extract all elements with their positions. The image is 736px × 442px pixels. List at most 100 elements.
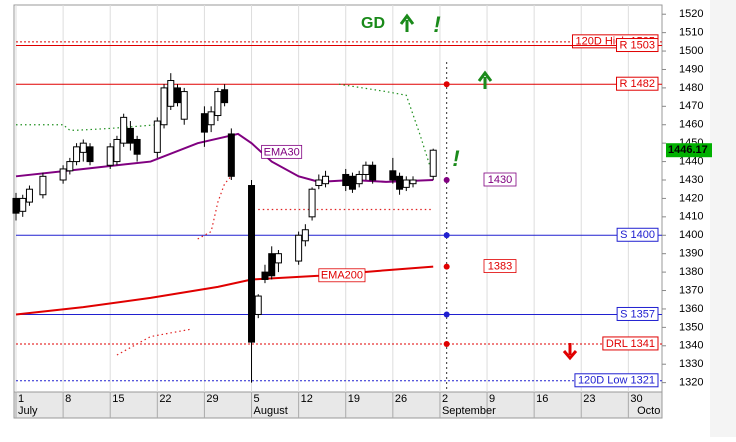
candle-body [200,113,208,133]
annotation: GD [361,15,385,32]
ma-label-box [261,144,303,159]
annotation: ! [433,12,440,37]
candle-body [409,179,417,185]
level-label-box [616,76,659,91]
candle-body [254,295,262,315]
x-axis-band [14,392,662,418]
candle-body [25,188,33,203]
level-label: S 1400 [620,229,655,241]
y-tick-label: 1420 [679,192,703,204]
candle-body [315,179,323,187]
level-label-box [602,336,659,351]
down-arrow [562,343,578,361]
ma-end-box [483,259,517,273]
y-tick-label: 1340 [679,340,703,352]
y-tick-label: 1520 [679,8,703,20]
y-tick-label: 1410 [679,211,703,223]
y-tick-label: 1350 [679,321,703,333]
candle-body [133,138,141,155]
candle-body [207,111,215,126]
projection-dot [443,81,450,88]
candle-body [248,185,256,343]
candle-body [106,146,114,166]
y-tick-label: 1480 [679,82,703,94]
y-tick-label: 1400 [679,229,703,241]
month-label: July [18,405,38,417]
candle-body [322,175,330,185]
candle-body [402,179,410,188]
x-tick-label: 8 [65,393,71,405]
y-tick-label: 1440 [679,155,703,167]
stop-line [16,83,434,177]
level-label: 120D Low 1321 [578,375,655,387]
projection-dot [443,263,450,270]
candle-body [174,87,181,104]
candle-body [301,229,309,242]
candle-body [39,175,47,196]
up-arrow [399,13,415,32]
y-tick-label: 1500 [679,45,703,57]
x-tick-label: 16 [536,393,548,405]
month-label: August [254,405,288,417]
candle-body [362,164,370,175]
candle-body [308,188,316,218]
ma-label: EMA200 [321,270,363,282]
candle-body [86,146,94,163]
x-tick-label: 9 [489,393,495,405]
candle-body [12,197,20,214]
candle-body [59,168,67,181]
y-tick-label: 1370 [679,284,703,296]
projection-dot [443,311,450,318]
level-label: DRL 1341 [606,338,655,350]
y-tick-label: 1510 [679,27,703,39]
candle-body [153,120,161,153]
price-tag: 1446.17 [668,144,708,156]
candle-body [167,80,175,107]
annotation: ! [452,146,459,171]
candle-body [389,170,397,181]
x-tick-label: 23 [583,393,595,405]
x-tick-label: 22 [159,393,171,405]
candle-body [221,89,229,104]
ma-end-label: 1430 [488,174,512,186]
y-tick-label: 1490 [679,63,703,75]
y-tick-label: 1470 [679,100,703,112]
x-tick-label: 5 [254,393,260,405]
projection-dot [443,340,450,347]
level-label-box [616,227,659,242]
ma-label: EMA30 [264,146,300,158]
x-tick-label: 30 [630,393,642,405]
level-label-box [616,38,659,53]
candle-body [227,133,235,177]
candle-body [369,164,377,181]
candle-body [180,91,188,120]
candle-body [126,127,134,144]
price-tag-box [666,143,712,158]
y-tick-label: 1380 [679,266,703,278]
candle-body [261,271,269,280]
candle-body [113,138,121,163]
y-tick-label: 1360 [679,303,703,315]
ma-label-box [318,268,366,283]
y-tick-label: 1390 [679,248,703,260]
candle-body [342,173,350,187]
candle-body [214,91,222,117]
candle-body [79,142,87,153]
candle-body [396,175,404,190]
month-label: Octo [637,405,660,417]
level-label: R 1503 [620,39,655,51]
level-label-box [616,306,659,321]
right-margin [710,0,736,437]
candle-body [348,175,356,190]
y-tick-label: 1460 [679,119,703,131]
x-tick-label: 12 [301,393,313,405]
ma-end-box [483,172,517,187]
level-label: S 1357 [620,308,655,320]
stop-line [116,175,434,356]
x-tick-label: 29 [206,393,218,405]
ma-line [15,265,434,316]
level-label: R 1482 [620,78,655,90]
